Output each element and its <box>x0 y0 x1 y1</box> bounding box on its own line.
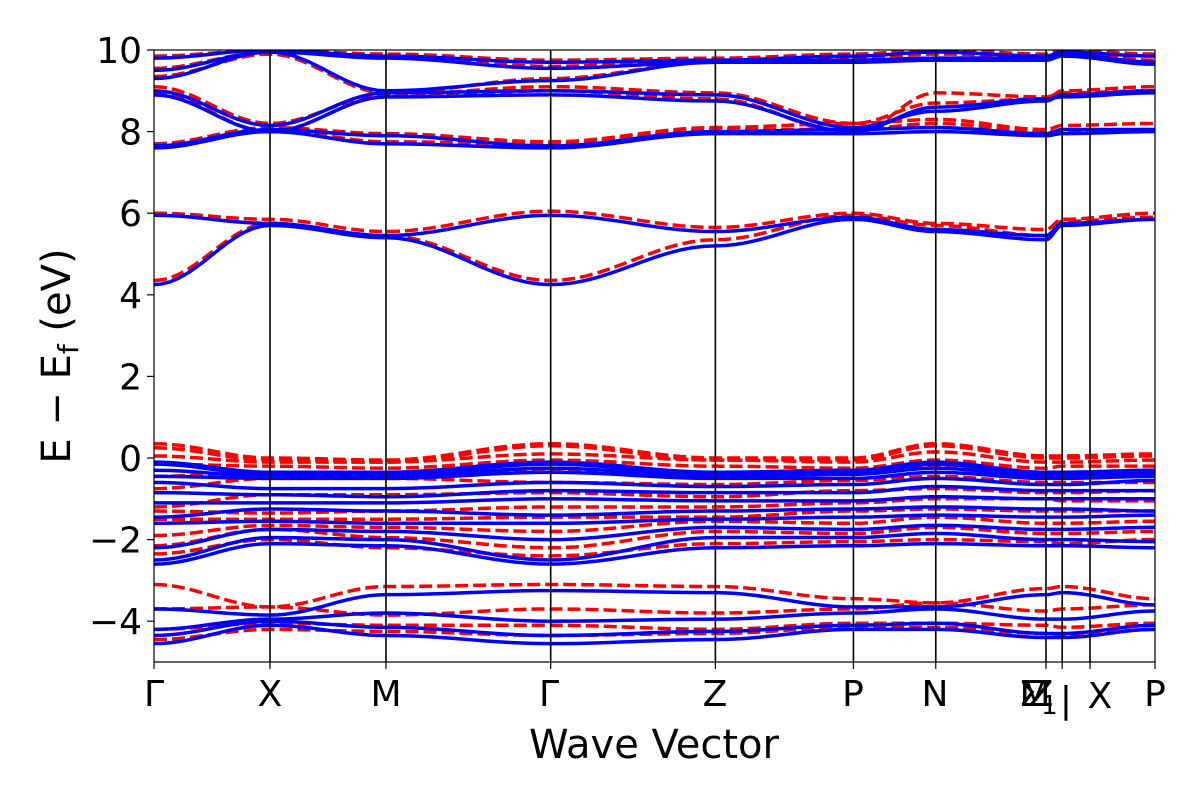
series-blue-solid <box>154 50 1155 646</box>
y-tick-label: 8 <box>119 113 142 154</box>
y-axis-label-tail: (eV) <box>34 248 80 344</box>
band-line <box>154 466 1155 479</box>
y-tick-label: −2 <box>89 521 142 562</box>
kpoint-divider-lines <box>269 50 1091 662</box>
kpoint-label-m-1: M <box>370 674 401 715</box>
y-tick-label: 0 <box>119 439 142 480</box>
y-tick-label: 10 <box>96 31 142 72</box>
kpoint-label-p-2: P <box>1144 674 1166 715</box>
y-tick-label: 4 <box>119 276 142 317</box>
y-tick-label: 6 <box>119 194 142 235</box>
y-tick-label: 2 <box>119 357 142 398</box>
band-line <box>154 458 1155 470</box>
band-line <box>154 513 1155 526</box>
x-axis-label: Wave Vector <box>529 722 780 768</box>
kpoint-label-z-1: Z <box>703 674 728 715</box>
x-axis-tick-labels: Γ X M Γ Z P N M Z Σ1 | X P <box>144 674 1166 721</box>
band-line <box>154 588 1155 617</box>
band-line <box>154 495 1155 505</box>
band-line <box>154 117 1155 146</box>
band-line <box>154 50 1155 64</box>
band-line <box>154 476 1155 491</box>
band-line <box>154 507 1155 521</box>
band-line <box>154 515 1155 538</box>
band-line <box>154 89 1155 130</box>
plot-frame <box>153 49 1156 663</box>
band-line <box>154 217 1155 287</box>
y-axis-label: E − Ef (eV) <box>34 248 85 463</box>
kpoint-label-sigma-sub: 1 <box>1041 691 1058 721</box>
band-line <box>154 525 1155 550</box>
y-axis-label-sub: f <box>52 343 85 354</box>
band-line <box>154 50 1155 73</box>
kpoint-label-p-1: P <box>842 674 864 715</box>
band-line <box>154 523 1155 550</box>
band-line <box>154 623 1155 646</box>
band-line <box>154 537 1155 558</box>
kpoint-label-n-1: N <box>922 674 949 715</box>
y-tick-label: −4 <box>89 602 142 643</box>
kpoint-label-x-2: X <box>1088 676 1113 717</box>
y-axis-ticks: −4 −2 0 2 4 6 8 10 <box>89 31 1156 669</box>
band-line <box>154 484 1155 499</box>
kpoint-label-gamma-2: Γ <box>539 674 559 715</box>
kpoint-label-x-1: X <box>258 674 283 715</box>
band-line <box>154 505 1155 519</box>
band-line <box>154 460 1155 475</box>
kpoint-label-gamma-1: Γ <box>144 674 164 715</box>
band-line <box>154 129 1155 150</box>
band-line <box>154 582 1155 609</box>
kpoint-label-m-2: M <box>1019 674 1050 715</box>
band-line <box>154 462 1155 477</box>
kpoint-label-pipe: | <box>1060 680 1072 721</box>
kpoint-label-sigma-letter: Σ <box>1018 674 1041 715</box>
y-axis-label-main: E − E <box>34 354 80 464</box>
band-line <box>154 444 1155 464</box>
band-line <box>154 209 1155 234</box>
band-line <box>154 601 1155 617</box>
plot-area <box>154 50 1155 662</box>
band-line <box>154 531 1155 562</box>
band-line <box>154 470 1155 481</box>
band-lines <box>154 50 1155 646</box>
band-line <box>154 441 1155 462</box>
band-line <box>154 541 1155 566</box>
band-line <box>154 213 1155 238</box>
kpoint-label-z-2: Z <box>1029 674 1054 715</box>
kpoint-label-sigma: Σ1 <box>1018 674 1057 721</box>
band-line <box>154 125 1155 148</box>
band-line <box>154 607 1155 632</box>
band-line <box>154 619 1155 638</box>
